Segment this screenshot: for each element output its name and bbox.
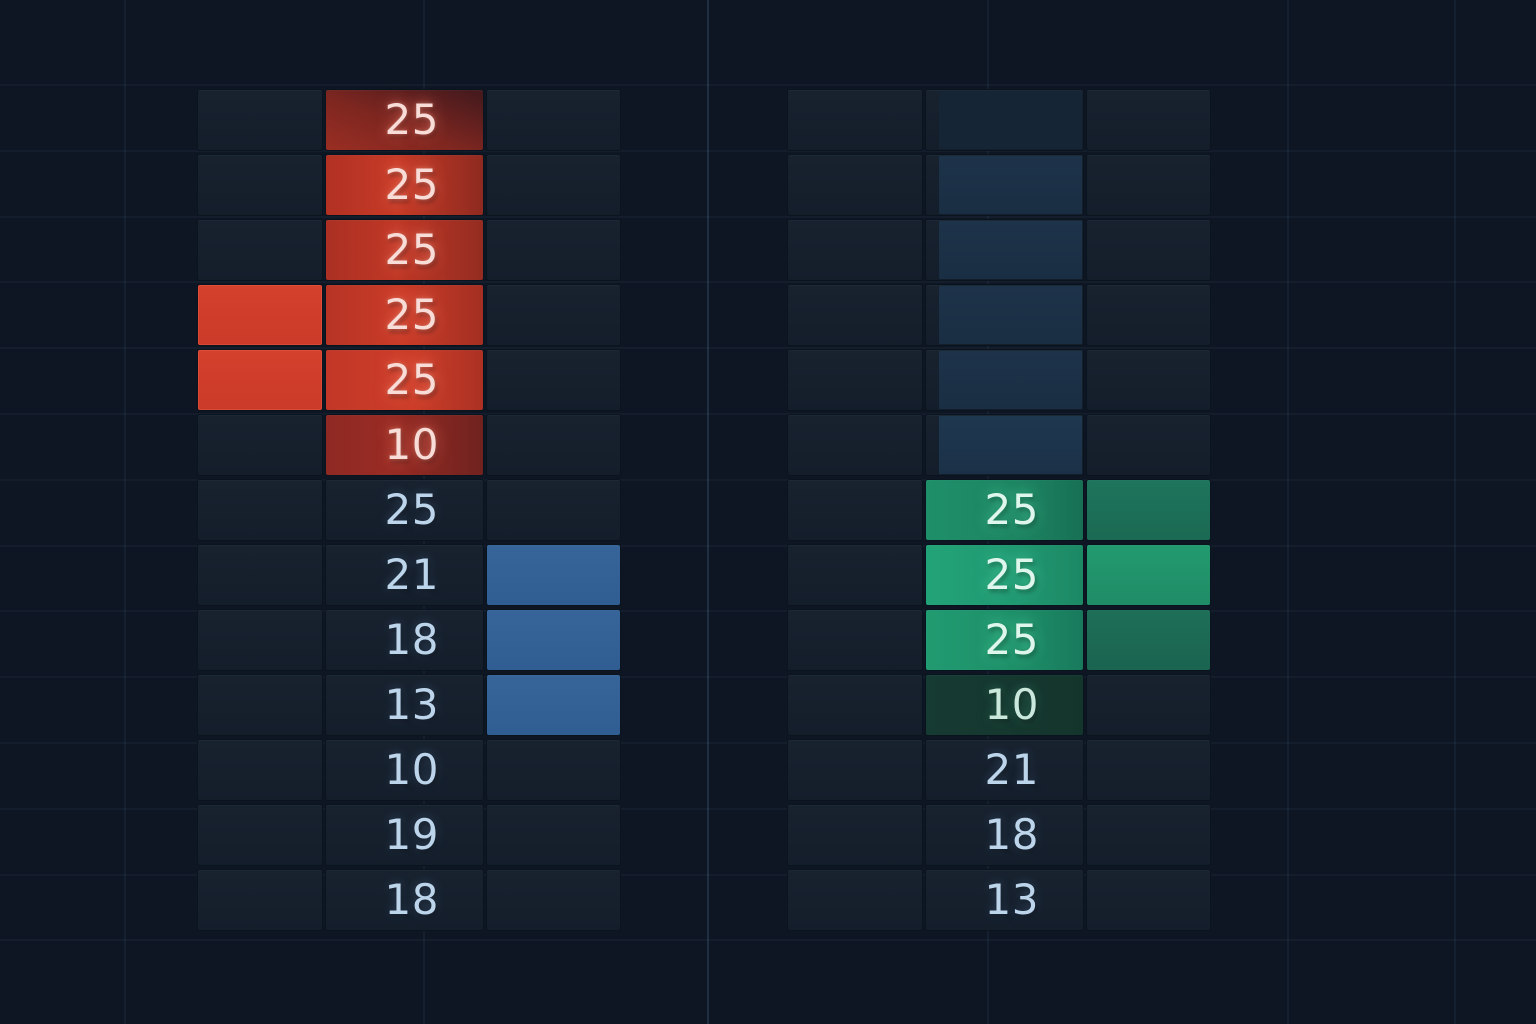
right-ladder-cell-r12-c1[interactable]: [788, 805, 922, 865]
left-ladder-cell-r13-c3[interactable]: [487, 870, 620, 930]
right-ladder-cell-r9-c1[interactable]: [788, 610, 922, 670]
right-ladder-cell-r8-c3[interactable]: [1087, 545, 1210, 605]
left-ladder-cell-r11-c1[interactable]: [198, 740, 322, 800]
right-ladder-cell-r8-c1[interactable]: [788, 545, 922, 605]
left-ladder-cell-r12-c1[interactable]: [198, 805, 322, 865]
right-ladder-cell-r5-c1[interactable]: [788, 350, 922, 410]
right-ladder-cell-r13-c3[interactable]: [1087, 870, 1210, 930]
right-ladder-cell-r11-c3[interactable]: [1087, 740, 1210, 800]
right-ladder-cell-r8-c2[interactable]: 25: [926, 545, 1083, 605]
left-ladder-cell-r1-c2[interactable]: 25: [326, 90, 483, 150]
right-ladder-cell-r3-c2[interactable]: [926, 220, 1083, 280]
grid-hline: [0, 413, 1536, 415]
left-ladder-cell-r6-c3[interactable]: [487, 415, 620, 475]
grid-hline: [0, 149, 1536, 152]
left-ladder-cell-r1-c3[interactable]: [487, 90, 620, 150]
right-ladder-cell-r1-c3[interactable]: [1087, 90, 1210, 150]
right-ladder-cell-r7-c3[interactable]: [1087, 480, 1210, 540]
left-ladder-cell-r1-c1[interactable]: [198, 90, 322, 150]
right-ladder-cell-r2-c3[interactable]: [1087, 155, 1210, 215]
left-ladder-cell-r11-c2[interactable]: 10: [326, 740, 483, 800]
grid-hline: [0, 873, 1536, 876]
right-ladder-cell-r4-c2[interactable]: [926, 285, 1083, 345]
right-ladder-cell-r3-c3[interactable]: [1087, 220, 1210, 280]
left-ladder-cell-r9-c1[interactable]: [198, 610, 322, 670]
right-ladder-cell-r10-c3[interactable]: [1087, 675, 1210, 735]
right-ladder-cell-r7-c1[interactable]: [788, 480, 922, 540]
left-ladder-cell-r5-c2[interactable]: 25: [326, 350, 483, 410]
right-ladder-cell-r10-c1[interactable]: [788, 675, 922, 735]
right-ladder-cell-r13-c1[interactable]: [788, 870, 922, 930]
left-ladder-cell-r11-c3[interactable]: [487, 740, 620, 800]
left-ladder-cell-r2-c2[interactable]: 25: [326, 155, 483, 215]
left-ladder-cell-r4-c2[interactable]: 25: [326, 285, 483, 345]
left-ladder-cell-r4-c1[interactable]: [198, 285, 322, 345]
grid-hline: [0, 807, 1536, 810]
left-ladder-cell-r9-c2[interactable]: 18: [326, 610, 483, 670]
left-ladder-cell-r3-c2[interactable]: 25: [326, 220, 483, 280]
right-ladder-cell-r7-c2[interactable]: 25: [926, 480, 1083, 540]
left-ladder-cell-r12-c2[interactable]: 19: [326, 805, 483, 865]
left-ladder-cell-r8-c1[interactable]: [198, 545, 322, 605]
right-ladder-cell-r2-c2[interactable]: [926, 155, 1083, 215]
grid-vline: [124, 0, 126, 1024]
left-ladder-cell-r12-c3[interactable]: [487, 805, 620, 865]
left-ladder-cell-r3-c1[interactable]: [198, 220, 322, 280]
grid-hline: [0, 742, 1536, 744]
right-ladder-cell-r1-c2[interactable]: [926, 90, 1083, 150]
grid-hline: [0, 610, 1536, 613]
right-ladder-cell-r9-c2[interactable]: 25: [926, 610, 1083, 670]
left-ladder-cell-r3-c3[interactable]: [487, 220, 620, 280]
right-ladder-cell-r5-c3[interactable]: [1087, 350, 1210, 410]
left-ladder-cell-r10-c1[interactable]: [198, 675, 322, 735]
right-ladder-cell-r6-c1[interactable]: [788, 415, 922, 475]
right-ladder-cell-r5-c2[interactable]: [926, 350, 1083, 410]
grid-hline: [0, 281, 1536, 284]
left-ladder-cell-r8-c3[interactable]: [487, 545, 620, 605]
right-ladder-cell-r11-c2[interactable]: 21: [926, 740, 1083, 800]
grid-hline: [0, 215, 1536, 218]
left-ladder-cell-r6-c2[interactable]: 10: [326, 415, 483, 475]
right-ladder-cell-r4-c3[interactable]: [1087, 285, 1210, 345]
grid-divider-line: [707, 0, 709, 1024]
left-ladder-cell-r9-c3[interactable]: [487, 610, 620, 670]
grid-hline: [0, 544, 1536, 547]
left-ladder-cell-r6-c1[interactable]: [198, 415, 322, 475]
right-ladder-cell-r12-c3[interactable]: [1087, 805, 1210, 865]
right-ladder-cell-r4-c1[interactable]: [788, 285, 922, 345]
left-ladder-cell-r2-c3[interactable]: [487, 155, 620, 215]
right-ladder-cell-r12-c2[interactable]: 18: [926, 805, 1083, 865]
grid-hline: [0, 84, 1536, 86]
right-ladder-cell-r3-c1[interactable]: [788, 220, 922, 280]
left-ladder-cell-r10-c2[interactable]: 13: [326, 675, 483, 735]
left-ladder-cell-r13-c1[interactable]: [198, 870, 322, 930]
right-ladder-cell-r6-c3[interactable]: [1087, 415, 1210, 475]
grid-hline: [0, 676, 1536, 679]
right-ladder-cell-r6-c2[interactable]: [926, 415, 1083, 475]
left-ladder-cell-r7-c1[interactable]: [198, 480, 322, 540]
panel-left-ladder: 25 25 25 25 25 10 25 21 18 13 10 19 18: [198, 90, 620, 930]
left-ladder-cell-r2-c1[interactable]: [198, 155, 322, 215]
right-ladder-cell-r10-c2[interactable]: 10: [926, 675, 1083, 735]
right-ladder-cell-r13-c2[interactable]: 13: [926, 870, 1083, 930]
right-ladder-cell-r2-c1[interactable]: [788, 155, 922, 215]
left-ladder-cell-r10-c3[interactable]: [487, 675, 620, 735]
left-ladder-cell-r5-c1[interactable]: [198, 350, 322, 410]
panel-right-ladder: 25 25 25 10 21 18 13: [788, 90, 1210, 930]
right-ladder-cell-r1-c1[interactable]: [788, 90, 922, 150]
right-ladder-cell-r11-c1[interactable]: [788, 740, 922, 800]
grid-hline: [0, 939, 1536, 942]
left-ladder-cell-r4-c3[interactable]: [487, 285, 620, 345]
right-ladder-cell-r9-c3[interactable]: [1087, 610, 1210, 670]
left-ladder-cell-r7-c3[interactable]: [487, 480, 620, 540]
left-ladder-cell-r5-c3[interactable]: [487, 350, 620, 410]
grid-vline: [1454, 0, 1456, 1024]
grid-hline: [0, 478, 1536, 481]
grid-vline: [1287, 0, 1289, 1024]
left-ladder-cell-r8-c2[interactable]: 21: [326, 545, 483, 605]
left-ladder-cell-r13-c2[interactable]: 18: [326, 870, 483, 930]
grid-hline: [0, 347, 1536, 350]
left-ladder-cell-r7-c2[interactable]: 25: [326, 480, 483, 540]
